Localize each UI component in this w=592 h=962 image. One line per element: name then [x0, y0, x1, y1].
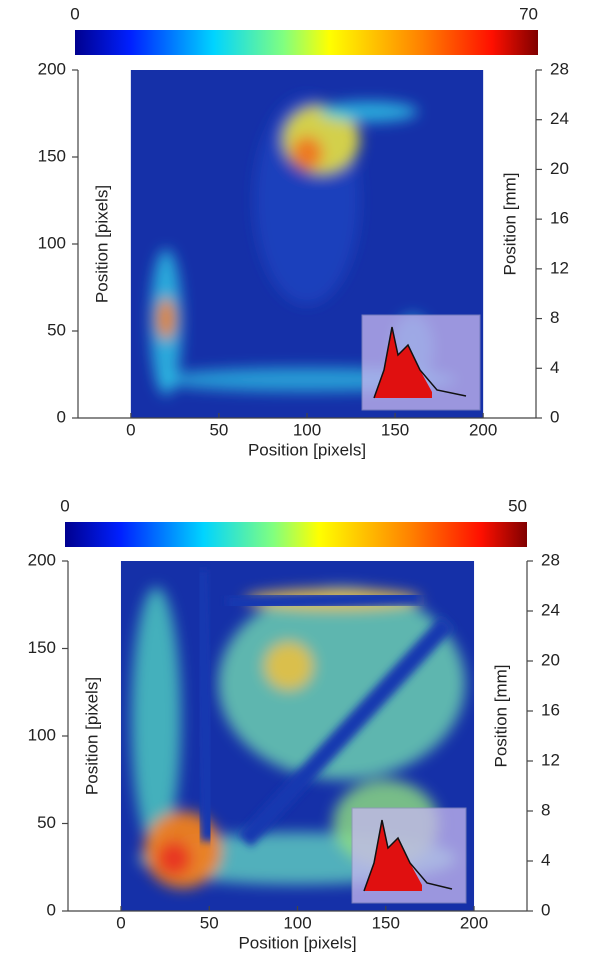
- y2-tick-label: 20: [550, 159, 569, 178]
- colorbar-tick-label: 50: [508, 496, 527, 515]
- y2-tick-label: 4: [541, 850, 550, 869]
- y-tick-label: 150: [28, 638, 56, 657]
- y-tick-label: 100: [28, 725, 56, 744]
- heatmap-blob: [155, 297, 177, 340]
- heatmap-blob: [291, 136, 323, 171]
- y2-tick-label: 24: [550, 109, 569, 128]
- colorbar-tick-label: 0: [70, 4, 79, 23]
- inset-red-area: [364, 820, 422, 891]
- heatmap-stripe: [191, 569, 219, 842]
- y-tick-label: 150: [38, 146, 66, 165]
- y2-tick-label: 12: [550, 258, 569, 277]
- y2-tick-label: 8: [541, 800, 550, 819]
- x-tick-label: 100: [293, 420, 321, 439]
- y-tick-label: 100: [38, 233, 66, 252]
- heatmap-blob: [131, 587, 181, 850]
- heatmap-blob: [156, 841, 192, 876]
- x-tick-label: 150: [372, 913, 400, 932]
- y2-tick-label: 8: [550, 308, 559, 327]
- colorbar: [65, 522, 527, 547]
- y2-axis-label: Position [mm]: [501, 173, 520, 276]
- y2-axis-label: Position [mm]: [492, 665, 511, 768]
- inset-curve: [363, 819, 453, 892]
- colorbar-tick-label: 70: [519, 4, 538, 23]
- y2-tick-label: 12: [541, 750, 560, 769]
- y-tick-label: 0: [47, 900, 56, 919]
- y2-tick-label: 0: [550, 407, 559, 426]
- y2-tick-label: 4: [550, 358, 559, 377]
- y-tick-label: 200: [38, 59, 66, 78]
- x-tick-label: 50: [200, 913, 219, 932]
- inset-curve: [373, 326, 467, 399]
- heatmap-blob: [218, 587, 466, 780]
- colorbar: [75, 30, 538, 55]
- x-tick-label: 200: [460, 913, 488, 932]
- y-tick-label: 0: [57, 407, 66, 426]
- y2-tick-label: 16: [550, 209, 569, 228]
- y-tick-label: 50: [37, 813, 56, 832]
- x-tick-label: 200: [469, 420, 497, 439]
- y-axis-label: Position [pixels]: [82, 677, 101, 795]
- heatmap-stripe: [237, 616, 455, 848]
- x-tick-label: 50: [209, 420, 228, 439]
- y2-tick-label: 28: [550, 59, 569, 78]
- x-axis-label: Position [pixels]: [238, 933, 356, 952]
- x-tick-label: 150: [381, 420, 409, 439]
- y2-tick-label: 24: [541, 600, 560, 619]
- y2-tick-label: 16: [541, 700, 560, 719]
- colorbar-tick-label: 0: [60, 496, 69, 515]
- y-tick-label: 50: [47, 320, 66, 339]
- y-tick-label: 200: [28, 550, 56, 569]
- heatmap-blob: [263, 641, 314, 691]
- x-tick-label: 0: [126, 420, 135, 439]
- x-axis-label: Position [pixels]: [248, 440, 366, 459]
- y2-tick-label: 20: [541, 650, 560, 669]
- heatmap-stripe: [226, 587, 422, 614]
- inset-red-area: [374, 327, 432, 398]
- y-axis-label: Position [pixels]: [92, 185, 111, 303]
- x-tick-label: 100: [283, 913, 311, 932]
- y2-tick-label: 0: [541, 900, 550, 919]
- y2-tick-label: 28: [541, 550, 560, 569]
- x-tick-label: 0: [116, 913, 125, 932]
- heatmap-blob: [319, 101, 418, 123]
